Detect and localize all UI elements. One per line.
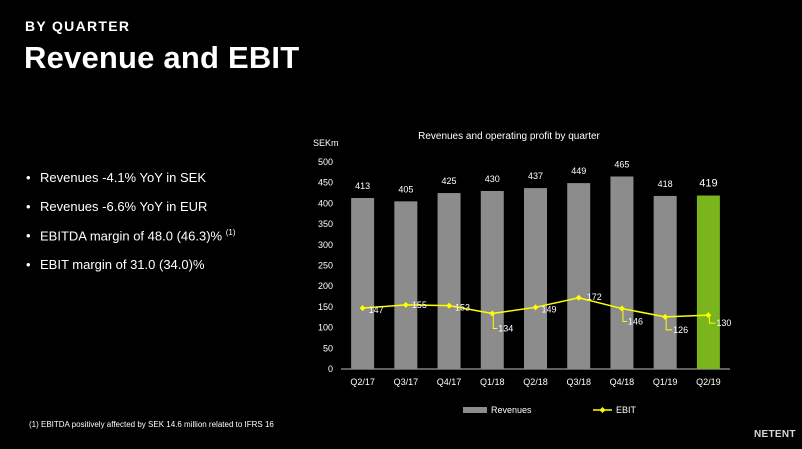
ebit-leader-line — [492, 315, 498, 330]
ebit-point — [532, 304, 539, 311]
ebit-leader-line — [665, 318, 673, 331]
bullet-item: EBITDA margin of 48.0 (46.3)% (1) — [26, 228, 236, 257]
y-tick-label: 200 — [318, 281, 333, 291]
y-tick-label: 350 — [318, 219, 333, 229]
revenue-value-label: 425 — [442, 176, 457, 186]
x-tick-label: Q2/19 — [696, 377, 721, 387]
x-tick-label: Q2/17 — [350, 377, 375, 387]
ebit-point — [446, 302, 453, 309]
revenue-value-label: 437 — [528, 171, 543, 181]
page-title: Revenue and EBIT — [24, 40, 300, 75]
bullet-text: EBIT margin of 31.0 (34.0)% — [40, 257, 205, 272]
legend-revenues-label: Revenues — [491, 405, 532, 415]
footnote: (1) EBITDA positively affected by SEK 14… — [29, 420, 274, 429]
x-tick-label: Q1/19 — [653, 377, 678, 387]
ebit-value-label: 153 — [455, 303, 470, 313]
y-tick-label: 450 — [318, 178, 333, 188]
ebit-value-label: 130 — [716, 318, 731, 328]
ebit-leader-line — [622, 310, 627, 323]
revenue-bar — [437, 193, 461, 369]
revenue-value-label: 430 — [485, 174, 500, 184]
y-tick-label: 0 — [328, 364, 333, 374]
revenue-bar — [696, 195, 720, 369]
ebit-point — [402, 301, 409, 308]
bullet-item: Revenues -4.1% YoY in SEK — [26, 170, 236, 199]
ebit-point — [662, 313, 669, 320]
footnote-marker: (1) — [225, 228, 236, 237]
y-tick-label: 50 — [323, 343, 333, 353]
bullet-item: EBIT margin of 31.0 (34.0)% — [26, 257, 236, 286]
ebit-value-label: 147 — [369, 305, 384, 315]
ebit-value-label: 149 — [542, 304, 557, 314]
revenue-value-label: 405 — [398, 184, 413, 194]
bullet-text: EBITDA margin of 48.0 (46.3)% — [40, 228, 223, 244]
bullet-text: Revenues -6.6% YoY in EUR — [40, 199, 208, 214]
legend-ebit-label: EBIT — [616, 405, 637, 415]
x-tick-label: Q4/18 — [610, 377, 635, 387]
ebit-value-label: 126 — [673, 325, 688, 335]
ebit-point — [489, 310, 496, 317]
revenue-bar — [567, 183, 591, 369]
y-tick-label: 150 — [318, 302, 333, 312]
bullet-item: Revenues -6.6% YoY in EUR — [26, 199, 236, 228]
x-tick-label: Q4/17 — [437, 377, 462, 387]
ebit-point — [575, 294, 582, 301]
ebit-value-label: 146 — [628, 317, 643, 327]
y-tick-label: 100 — [318, 323, 333, 333]
ebit-value-label: 134 — [498, 324, 513, 334]
revenue-bar — [480, 190, 504, 369]
ebit-leader-line — [708, 317, 716, 324]
chart-title: Revenues and operating profit by quarter — [418, 131, 600, 142]
revenue-value-label: 419 — [699, 178, 717, 190]
section-kicker: BY QUARTER — [25, 18, 131, 34]
y-tick-label: 400 — [318, 198, 333, 208]
legend-revenues-swatch — [463, 407, 487, 413]
ebit-value-label: 155 — [412, 300, 427, 310]
x-tick-label: Q3/18 — [566, 377, 591, 387]
revenue-bar — [610, 176, 634, 369]
bullet-text: Revenues -4.1% YoY in SEK — [40, 170, 206, 185]
y-axis-label: SEKm — [313, 138, 339, 148]
y-tick-label: 500 — [318, 157, 333, 167]
ebit-point — [705, 312, 712, 319]
revenue-bar — [524, 188, 547, 369]
ebit-point — [618, 305, 625, 312]
revenue-bar — [394, 201, 418, 369]
y-tick-label: 300 — [318, 240, 333, 250]
revenue-value-label: 449 — [571, 166, 586, 176]
revenue-bar — [351, 198, 375, 369]
legend-ebit-marker — [599, 407, 606, 413]
revenue-bar — [653, 195, 677, 369]
y-tick-label: 250 — [318, 261, 333, 271]
ebit-value-label: 172 — [587, 292, 602, 302]
brand-logo: NETENT — [754, 429, 796, 440]
revenue-value-label: 465 — [614, 159, 629, 169]
bullet-list: Revenues -4.1% YoY in SEK Revenues -6.6%… — [26, 170, 236, 286]
x-tick-label: Q2/18 — [523, 377, 548, 387]
x-tick-label: Q3/17 — [394, 377, 419, 387]
ebit-point — [359, 305, 366, 312]
revenue-value-label: 413 — [355, 181, 370, 191]
x-tick-label: Q1/18 — [480, 377, 505, 387]
revenue-value-label: 418 — [658, 179, 673, 189]
